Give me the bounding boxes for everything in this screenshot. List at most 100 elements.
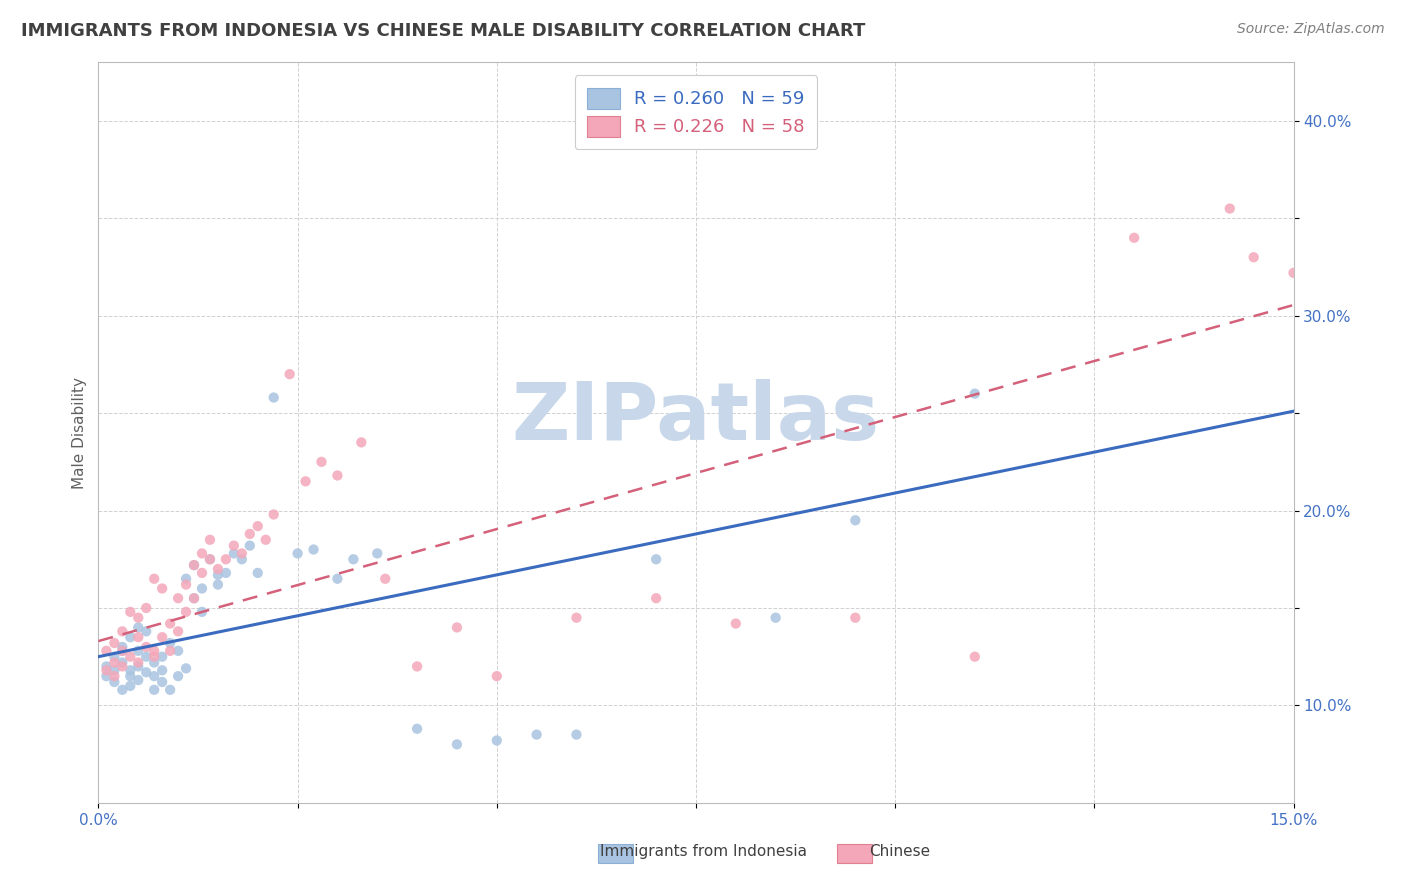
Text: ZIPatlas: ZIPatlas (512, 379, 880, 457)
Point (143, 644, 166, 658)
Point (159, 644, 181, 658)
Point (167, 591, 190, 606)
Point (231, 546, 253, 560)
Point (143, 682, 166, 697)
Point (159, 682, 181, 697)
Point (150, 675, 173, 690)
Point (159, 636, 181, 650)
Point (135, 601, 157, 615)
Point (191, 582, 214, 596)
Point (326, 572, 349, 586)
Point (127, 620, 149, 634)
Point (103, 669, 125, 683)
Point (207, 562, 229, 576)
Point (446, 737, 468, 751)
Point (254, 533, 277, 547)
Point (263, 508, 285, 522)
Point (246, 519, 269, 533)
Point (143, 572, 166, 586)
Point (645, 591, 668, 606)
Point (120, 669, 142, 683)
Point (96, 644, 118, 658)
Point (294, 475, 316, 489)
Point (207, 577, 229, 591)
Point (765, 610, 787, 624)
Point (167, 669, 190, 683)
Point (198, 533, 221, 547)
Point (127, 644, 149, 658)
Point (143, 656, 166, 670)
Point (222, 539, 245, 553)
Point (111, 624, 134, 639)
Point (150, 630, 173, 644)
Point (183, 558, 205, 573)
Point (311, 455, 333, 469)
Point (263, 391, 285, 405)
Point (96, 669, 118, 683)
Point (111, 656, 134, 670)
Point (222, 546, 245, 560)
Point (526, 728, 548, 742)
Point (127, 630, 149, 644)
Point (215, 566, 238, 580)
Point (287, 546, 309, 560)
Point (645, 552, 668, 566)
Point (963, 386, 986, 401)
Point (143, 669, 166, 683)
Point (120, 630, 142, 644)
Point (302, 542, 325, 557)
Point (198, 552, 221, 566)
Point (366, 546, 388, 560)
Point (135, 640, 157, 654)
Point (231, 552, 253, 566)
Point (565, 728, 588, 742)
Point (111, 644, 134, 658)
Point (485, 733, 508, 747)
Point (167, 644, 190, 658)
Point (127, 673, 149, 687)
Point (963, 649, 986, 664)
Point (127, 656, 149, 670)
Point (485, 669, 508, 683)
Legend: R = 0.260   N = 59, R = 0.226   N = 58: R = 0.260 N = 59, R = 0.226 N = 58 (575, 75, 817, 149)
Point (191, 546, 214, 560)
Point (111, 640, 134, 654)
Point (167, 624, 190, 639)
Point (239, 527, 262, 541)
Text: Immigrants from Indonesia: Immigrants from Indonesia (599, 845, 807, 859)
Point (724, 616, 747, 631)
Point (143, 649, 166, 664)
Point (96, 659, 118, 673)
Point (406, 722, 429, 736)
Point (844, 513, 866, 527)
Point (135, 624, 157, 639)
Point (215, 552, 238, 566)
Point (111, 659, 134, 673)
Point (1219, 202, 1241, 216)
Point (135, 649, 157, 664)
Point (120, 649, 142, 664)
Point (103, 663, 125, 677)
Point (150, 582, 173, 596)
Point (127, 659, 149, 673)
Point (1282, 266, 1305, 280)
Point (246, 566, 269, 580)
Point (120, 679, 142, 693)
Point (350, 435, 373, 450)
Point (207, 567, 229, 582)
Point (174, 605, 197, 619)
Point (120, 605, 142, 619)
Point (374, 572, 396, 586)
Point (174, 661, 197, 675)
Point (446, 620, 468, 634)
Point (1243, 250, 1265, 264)
Text: IMMIGRANTS FROM INDONESIA VS CHINESE MALE DISABILITY CORRELATION CHART: IMMIGRANTS FROM INDONESIA VS CHINESE MAL… (21, 22, 866, 40)
Point (103, 636, 125, 650)
Point (406, 659, 429, 673)
Point (150, 663, 173, 677)
Point (103, 656, 125, 670)
Point (135, 665, 157, 680)
Point (183, 558, 205, 573)
Point (111, 682, 134, 697)
Point (183, 591, 205, 606)
